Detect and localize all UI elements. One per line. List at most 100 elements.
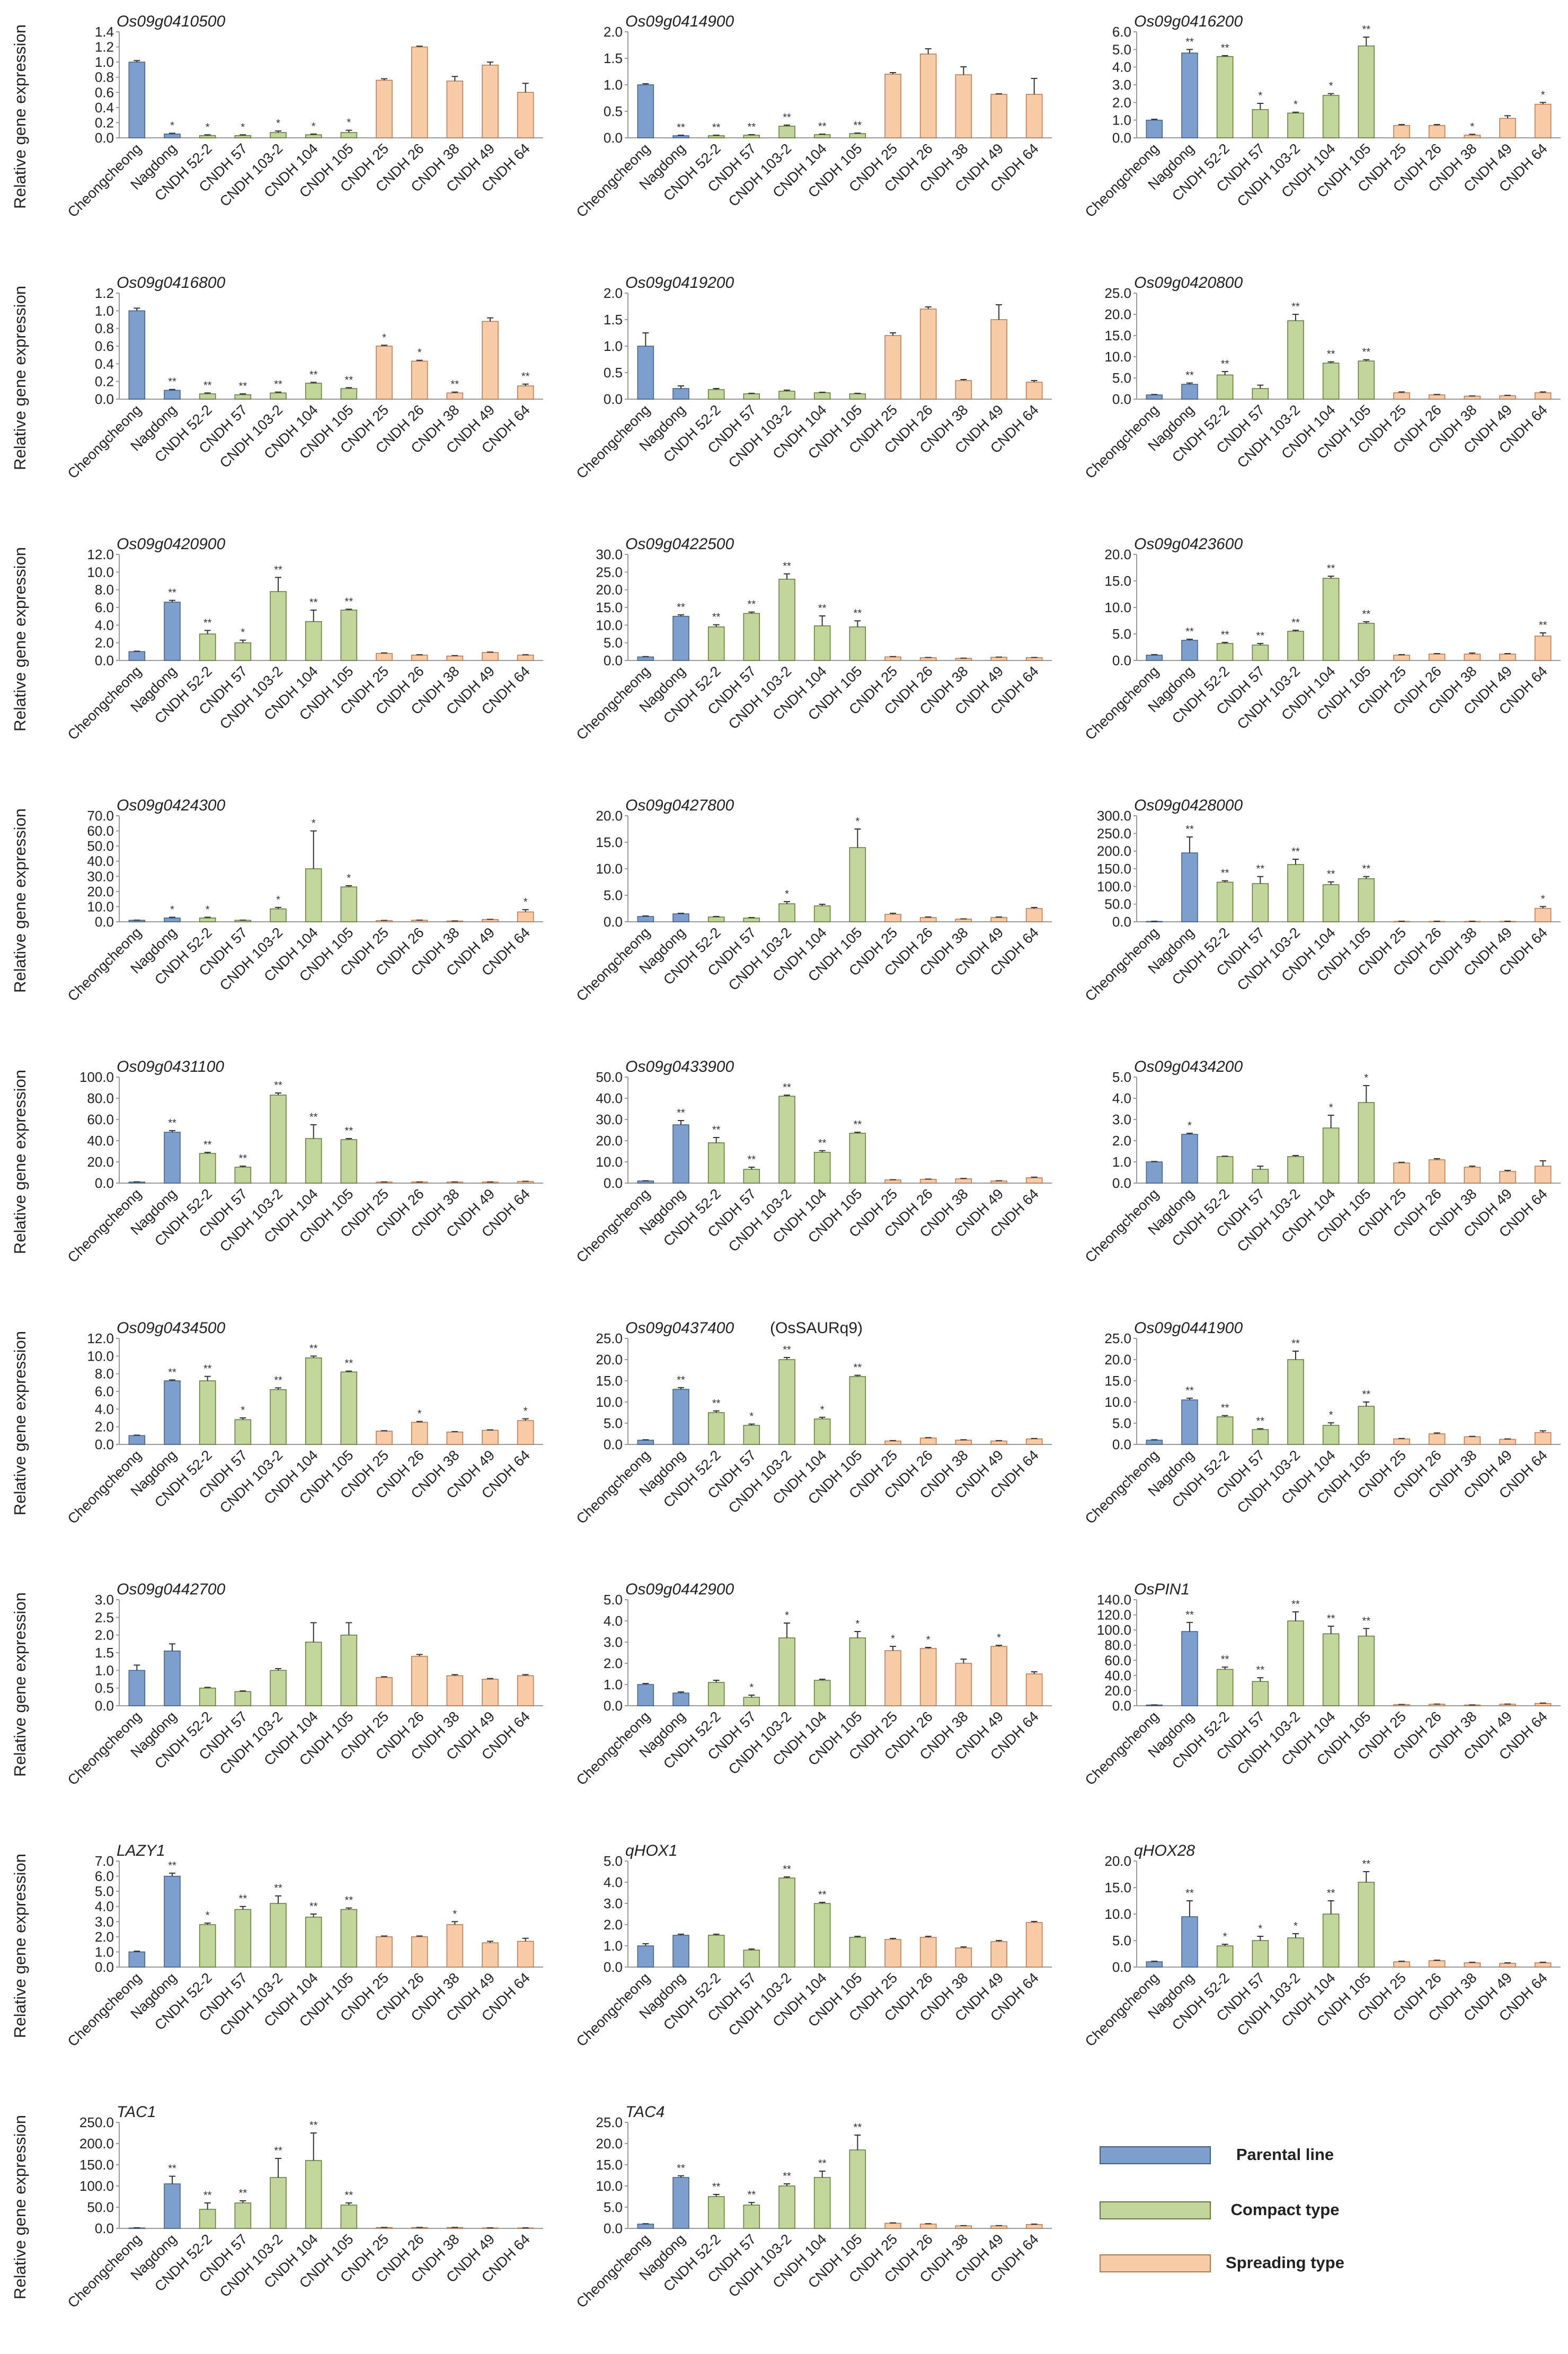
bar	[743, 1697, 760, 1706]
bar	[1393, 125, 1410, 138]
significance-mark: **	[345, 596, 353, 607]
bar	[1181, 640, 1198, 661]
significance-mark: **	[783, 2171, 791, 2182]
significance-mark: **	[1256, 1664, 1265, 1676]
bar	[234, 135, 252, 138]
y-tick-label: 0.6	[95, 338, 114, 354]
y-tick-label: 1.5	[95, 1645, 114, 1661]
bar	[1428, 394, 1446, 400]
bar	[517, 385, 534, 400]
significance-mark: *	[1541, 89, 1545, 101]
chart-panel: Os09g0431100 Relative gene expression 0.0 2…	[11, 1058, 543, 1266]
significance-mark: **	[712, 612, 721, 623]
bar	[1146, 655, 1163, 661]
significance-mark: **	[854, 2122, 862, 2133]
bar	[305, 134, 322, 138]
y-axis-label: Relative gene expression	[11, 286, 29, 470]
y-tick-label: 20.0	[1104, 1352, 1131, 1368]
y-tick-label: 0.0	[604, 130, 623, 146]
y-tick-label: 0.0	[1112, 914, 1131, 930]
significance-mark: **	[168, 2163, 176, 2175]
chart-title: Os09g0442700	[117, 1581, 225, 1598]
bar	[884, 1650, 901, 1706]
y-tick-label: 80.0	[1104, 1637, 1131, 1653]
significance-mark: **	[168, 1860, 176, 1872]
significance-mark: **	[203, 380, 212, 391]
y-tick-label: 2.0	[604, 1655, 623, 1671]
significance-mark: *	[1294, 99, 1298, 111]
significance-mark: **	[1221, 42, 1229, 54]
significance-mark: **	[309, 2120, 318, 2131]
y-tick-label: 0.8	[95, 321, 114, 337]
significance-mark: **	[818, 1138, 827, 1149]
significance-mark: *	[749, 1411, 754, 1423]
bar	[1252, 109, 1269, 138]
bar	[707, 2196, 725, 2229]
bar	[270, 591, 287, 661]
significance-mark: *	[1470, 121, 1474, 133]
bar	[1393, 655, 1410, 661]
bar	[849, 1637, 866, 1706]
significance-mark: *	[312, 121, 316, 133]
significance-mark: **	[1291, 301, 1300, 313]
bar	[128, 1670, 146, 1706]
legend-item-parental: Parental line	[1100, 2139, 1470, 2171]
bar	[743, 2205, 760, 2229]
chart-title: Os09g0434200	[1134, 1058, 1243, 1075]
significance-mark: **	[783, 561, 791, 572]
y-tick-label: 15.0	[1104, 1373, 1131, 1389]
y-tick-label: 6.0	[95, 1868, 114, 1884]
bar	[884, 656, 901, 661]
significance-mark: **	[1221, 629, 1229, 641]
y-tick-label: 10.0	[596, 1394, 623, 1410]
y-axis-label: Relative gene expression	[11, 1854, 29, 2038]
y-tick-label: 15.0	[596, 2157, 623, 2173]
y-tick-label: 25.0	[596, 1330, 623, 1346]
y-tick-label: 30.0	[596, 546, 623, 562]
bar	[1534, 1962, 1552, 1968]
bar	[305, 383, 322, 400]
chart-panel: Os09g0422500 0.0 5.0 10.0 15.020.0 25.0 30.0 **…	[573, 535, 1052, 743]
y-tick-label: 100.0	[79, 2178, 114, 2194]
significance-mark: **	[1362, 347, 1371, 358]
significance-mark: **	[748, 121, 756, 133]
bar	[517, 911, 534, 922]
chart-panel: OsPIN1 0.020.040.060.080.0100.0120.0140.0…	[1082, 1581, 1561, 1788]
y-tick-label: 5.0	[604, 1415, 623, 1431]
bar	[1287, 320, 1304, 400]
y-tick-label: 0.8	[95, 69, 114, 85]
significance-mark: **	[345, 1125, 353, 1137]
significance-mark: **	[203, 617, 212, 629]
bar	[234, 2202, 252, 2229]
bar	[884, 335, 901, 400]
significance-mark: **	[345, 1358, 353, 1370]
bar	[199, 1153, 216, 1184]
bar	[743, 135, 760, 138]
bar	[955, 1440, 972, 1445]
y-tick-label: 0.0	[604, 653, 623, 668]
bar	[919, 1438, 937, 1445]
y-tick-label: 4.0	[604, 1613, 623, 1629]
y-tick-label: 2.0	[604, 1917, 623, 1933]
chart-title: Os09g0428000	[1134, 797, 1243, 814]
bar	[376, 1936, 393, 1968]
y-tick-label: 1.0	[604, 1677, 623, 1692]
bar	[1025, 2224, 1043, 2229]
bar	[305, 2160, 322, 2229]
significance-mark: **	[1539, 620, 1547, 631]
bar	[1464, 1167, 1481, 1184]
bar	[376, 1677, 393, 1706]
bar	[1464, 135, 1481, 138]
y-tick-label: 0.6	[95, 84, 114, 100]
bar	[707, 1412, 725, 1445]
bar	[1358, 1102, 1375, 1184]
significance-mark: **	[274, 1080, 282, 1091]
bar	[849, 1937, 866, 1968]
significance-mark: *	[170, 120, 174, 131]
chart-title: Os09g0416200	[1134, 13, 1243, 30]
y-tick-label: 60.0	[1104, 1652, 1131, 1668]
bar	[1181, 52, 1198, 138]
bar	[637, 1684, 654, 1706]
bar	[1025, 1922, 1043, 1968]
significance-mark: *	[276, 118, 280, 129]
